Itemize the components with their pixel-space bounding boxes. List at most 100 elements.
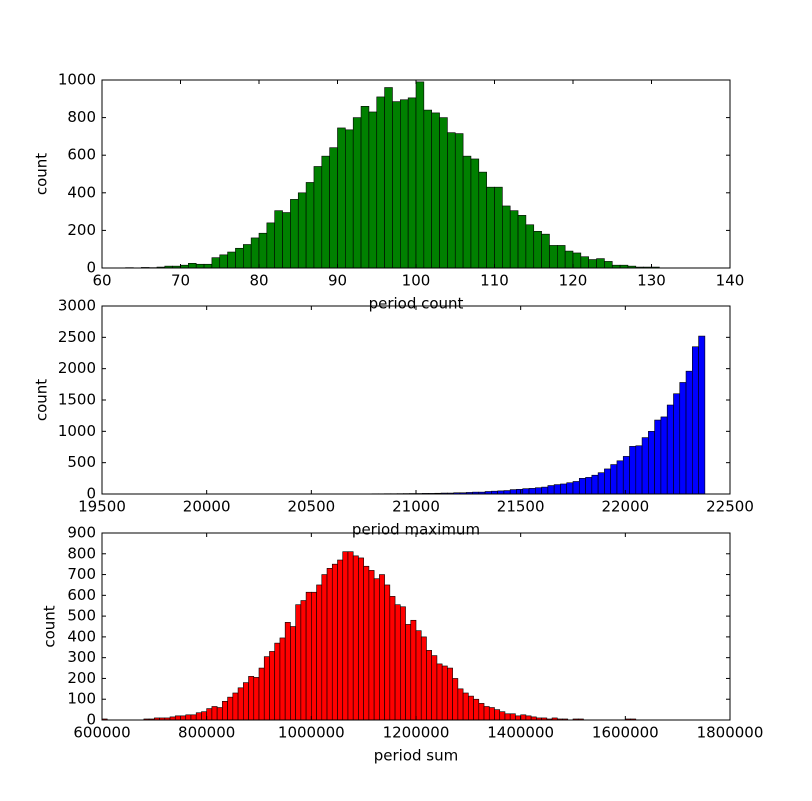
bar xyxy=(190,714,197,721)
bar xyxy=(352,117,362,269)
bar xyxy=(222,700,228,721)
bar xyxy=(195,263,205,269)
bar xyxy=(679,382,687,495)
bar xyxy=(488,707,495,721)
bar xyxy=(345,129,354,269)
bar xyxy=(439,117,448,269)
x-tick-label: 140 xyxy=(716,272,745,290)
bar xyxy=(457,688,464,721)
x-tick-label: 70 xyxy=(171,272,190,290)
bar xyxy=(509,210,519,269)
bar xyxy=(585,477,593,495)
x-tick-label: 22500 xyxy=(706,498,754,516)
y-tick-label: 1000 xyxy=(58,422,96,440)
bar xyxy=(468,695,474,721)
bar xyxy=(185,714,192,721)
y-tick-label: 400 xyxy=(67,627,96,645)
bar xyxy=(266,222,276,269)
bar xyxy=(494,186,503,269)
x-axis-label: period maximum xyxy=(352,521,480,539)
bar xyxy=(616,460,624,495)
y-tick-label: 500 xyxy=(67,453,96,471)
bar xyxy=(504,713,511,721)
bar xyxy=(337,127,346,269)
bar xyxy=(462,692,469,721)
bar xyxy=(311,591,317,721)
bar xyxy=(517,215,527,269)
bar xyxy=(237,687,244,721)
x-axis-label: period sum xyxy=(374,747,459,765)
bar xyxy=(454,133,464,269)
bar xyxy=(352,555,359,721)
y-tick-label: 1000 xyxy=(58,71,96,89)
bar xyxy=(483,706,490,721)
x-tick-label: 1800000 xyxy=(697,724,764,742)
bar xyxy=(635,445,643,495)
bar xyxy=(363,565,370,721)
bar xyxy=(597,472,605,495)
bar xyxy=(415,630,422,721)
bar xyxy=(515,715,521,721)
y-tick-label: 400 xyxy=(67,183,96,201)
bar xyxy=(420,636,427,721)
bar xyxy=(290,199,299,269)
x-axis-label: period count xyxy=(369,295,464,313)
bar xyxy=(407,97,417,269)
bar xyxy=(604,468,611,495)
bar xyxy=(572,481,580,495)
bar xyxy=(447,132,456,269)
y-tick-label: 600 xyxy=(67,586,96,604)
y-tick-label: 200 xyxy=(67,221,96,239)
x-tick-label: 20500 xyxy=(287,498,335,516)
bar xyxy=(305,591,312,721)
bar xyxy=(258,667,265,721)
bar xyxy=(541,486,549,495)
bar xyxy=(654,419,662,495)
bar xyxy=(326,568,333,721)
y-axis-label: count xyxy=(33,153,51,195)
y-tick-label: 2000 xyxy=(58,359,96,377)
bar xyxy=(399,99,409,269)
bar xyxy=(379,574,385,721)
bar xyxy=(478,703,485,721)
bar xyxy=(331,563,338,721)
bar xyxy=(629,446,637,495)
bar xyxy=(410,619,417,721)
bar xyxy=(648,431,655,495)
x-tick-label: 20000 xyxy=(183,498,231,516)
bar xyxy=(588,259,597,269)
bar xyxy=(235,247,244,269)
y-tick-label: 100 xyxy=(67,690,96,708)
bar xyxy=(431,655,438,721)
bar xyxy=(211,706,218,721)
bar xyxy=(525,224,535,269)
bar xyxy=(297,192,307,269)
bar xyxy=(305,182,315,269)
x-tick-label: 100 xyxy=(402,272,431,290)
x-tick-label: 80 xyxy=(249,272,268,290)
bar xyxy=(560,483,568,495)
bar xyxy=(188,262,197,269)
bar xyxy=(549,245,558,269)
bar xyxy=(227,251,236,269)
bar xyxy=(604,261,613,269)
bar xyxy=(248,676,255,721)
bar xyxy=(528,488,536,495)
y-tick-label: 800 xyxy=(67,544,96,562)
bar xyxy=(494,709,501,721)
bar xyxy=(300,600,307,721)
bar xyxy=(389,596,396,721)
bar xyxy=(660,416,668,495)
y-tick-label: 0 xyxy=(86,711,96,729)
bar xyxy=(553,484,561,495)
y-tick-label: 1500 xyxy=(58,391,96,409)
bar xyxy=(274,642,281,721)
bar xyxy=(610,464,618,495)
x-tick-label: 19500 xyxy=(78,498,126,516)
bar xyxy=(211,257,221,269)
bar xyxy=(342,551,349,721)
bar xyxy=(578,478,586,495)
bar xyxy=(441,665,448,721)
bar xyxy=(279,637,286,721)
bar xyxy=(666,404,674,495)
